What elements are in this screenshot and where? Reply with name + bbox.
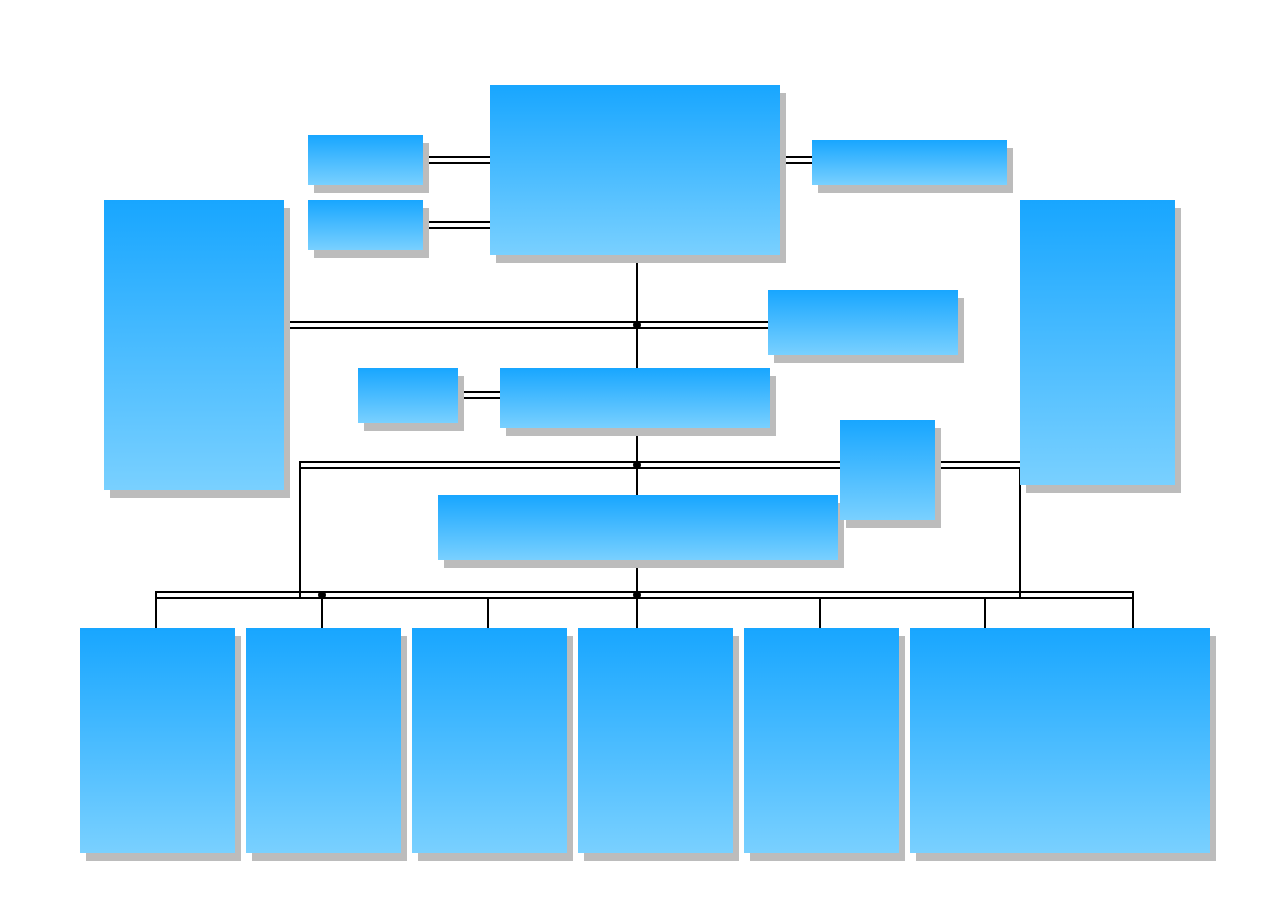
chart-node-bar_center (438, 495, 838, 560)
chart-node-leaf_4 (578, 628, 733, 853)
chart-node-leaf_1 (80, 628, 235, 853)
chart-node-leaf_6 (910, 628, 1065, 853)
chart-node-mid_left_a (358, 368, 458, 423)
chart-node-leaf_3 (412, 628, 567, 853)
chart-node-leaf_7 (1055, 628, 1210, 853)
chart-node-leaf_5 (744, 628, 899, 853)
chart-node-mid_center (500, 368, 770, 428)
chart-node-top_center (490, 85, 780, 255)
chart-node-mid_right_a (768, 290, 958, 355)
chart-node-mid_right_b (840, 420, 935, 520)
org-chart-diagram (0, 0, 1280, 904)
chart-node-side_right (1020, 200, 1175, 485)
chart-node-leaf_2 (246, 628, 401, 853)
chart-node-top_right_a (812, 140, 1007, 185)
chart-node-top_left_a (308, 135, 423, 185)
chart-node-side_left (104, 200, 284, 490)
chart-node-top_left_b (308, 200, 423, 250)
